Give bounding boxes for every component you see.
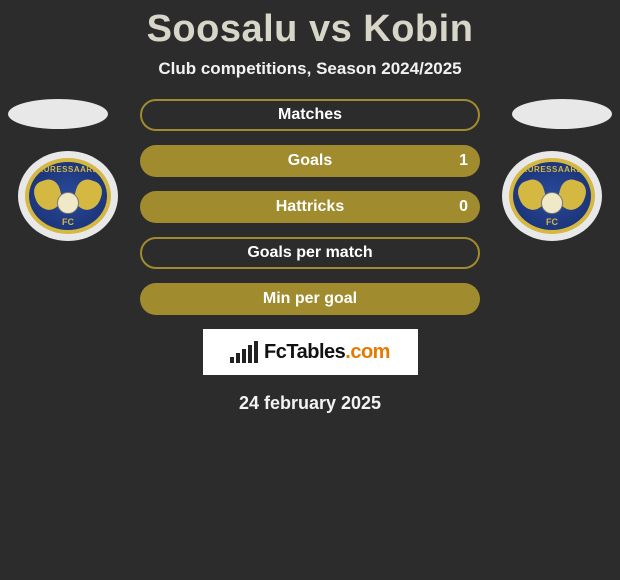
club-fc-left: FC	[29, 217, 107, 227]
stat-label: Goals per match	[247, 244, 372, 262]
stat-value-right: 0	[459, 198, 468, 216]
stat-label: Hattricks	[276, 198, 344, 216]
player-shadow-left	[8, 99, 108, 129]
site-logo: FcTables.com	[203, 329, 418, 375]
stat-bar-matches: Matches	[140, 99, 480, 131]
stat-label: Matches	[278, 106, 342, 124]
stat-bars: Matches Goals 1 Hattricks 0 Goals per ma…	[140, 99, 480, 315]
club-name-right: KURESSAARE	[513, 165, 591, 174]
club-fc-right: FC	[513, 217, 591, 227]
chart-icon	[230, 341, 258, 363]
date-label: 24 february 2025	[0, 393, 620, 414]
stat-label: Min per goal	[263, 290, 357, 308]
stat-bar-goals-per-match: Goals per match	[140, 237, 480, 269]
stats-area: KURESSAARE FC KURESSAARE FC Matches Goal…	[0, 99, 620, 414]
club-badge-left: KURESSAARE FC	[18, 151, 118, 241]
stat-bar-hattricks: Hattricks 0	[140, 191, 480, 223]
stat-bar-min-per-goal: Min per goal	[140, 283, 480, 315]
stat-label: Goals	[288, 152, 332, 170]
stat-value-right: 1	[459, 152, 468, 170]
subtitle: Club competitions, Season 2024/2025	[0, 59, 620, 79]
player-shadow-right	[512, 99, 612, 129]
logo-tld: .com	[345, 341, 390, 363]
stat-bar-goals: Goals 1	[140, 145, 480, 177]
page-title: Soosalu vs Kobin	[0, 0, 620, 51]
club-badge-right: KURESSAARE FC	[502, 151, 602, 241]
logo-text: FcTables.com	[264, 341, 390, 364]
logo-brand: FcTables	[264, 341, 345, 363]
club-name-left: KURESSAARE	[29, 165, 107, 174]
